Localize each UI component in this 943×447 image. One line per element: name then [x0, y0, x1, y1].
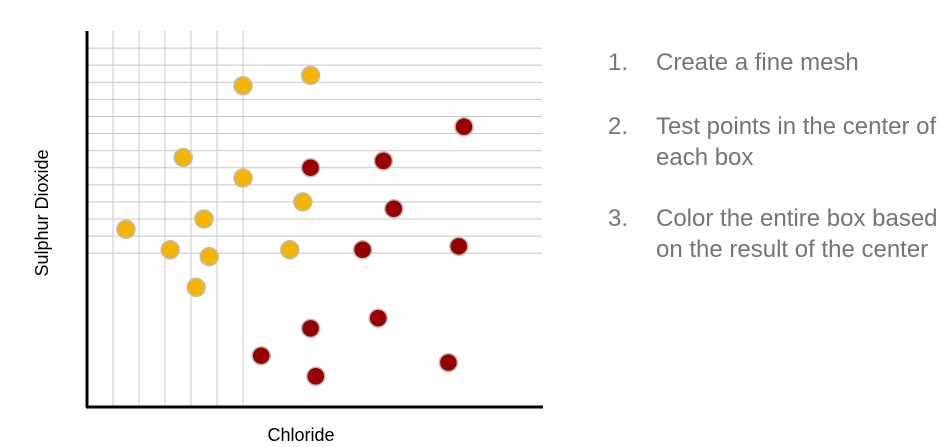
class-b-point-11: [438, 352, 459, 373]
class-b-point-5: [352, 240, 373, 260]
class-a-point-6: [194, 209, 214, 229]
x-axis-label: Chloride: [267, 425, 334, 445]
class-a-point-8: [160, 240, 180, 260]
class-b-point-3: [373, 151, 394, 171]
data-points: [116, 65, 474, 386]
class-a-point-10: [280, 240, 300, 260]
class-b-point-9: [251, 345, 271, 366]
class-a-point-11: [186, 277, 206, 298]
class-b-point-1: [454, 116, 474, 137]
class-a-point-2: [300, 65, 321, 86]
class-a-point-4: [233, 168, 253, 188]
class-b-point-6: [449, 236, 469, 257]
class-b-point-7: [368, 308, 388, 328]
step-number: 2.: [608, 113, 629, 140]
class-a-point-5: [293, 192, 313, 212]
scatter-chart: Chloride Sulphur Dioxide: [32, 31, 543, 445]
step-number: 1.: [608, 49, 629, 76]
class-a-point-3: [173, 147, 193, 168]
class-a-point-9: [199, 246, 219, 267]
step-text: Color the entire box based on the result…: [656, 205, 938, 263]
class-b-point-10: [306, 366, 326, 386]
step-text: Create a fine mesh: [656, 49, 859, 76]
class-a-point-7: [116, 219, 136, 240]
class-a-point-1: [233, 75, 253, 96]
step-number: 3.: [608, 205, 629, 232]
class-b-point-4: [384, 198, 404, 219]
step-text: Test points in the center of each box: [656, 113, 937, 171]
y-axis-label: Sulphur Dioxide: [32, 149, 52, 276]
class-b-point-8: [300, 318, 321, 339]
class-b-point-2: [300, 157, 321, 178]
